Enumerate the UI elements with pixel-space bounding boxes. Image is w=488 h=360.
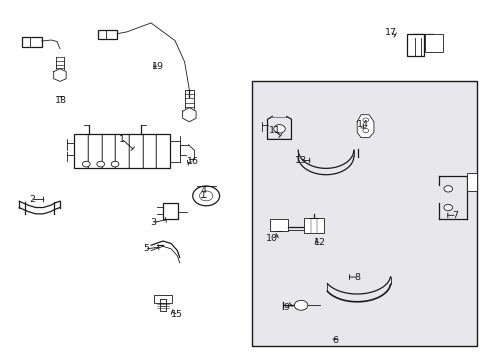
Text: 17: 17: [384, 28, 396, 37]
Bar: [74, 134, 170, 168]
Text: 1: 1: [119, 135, 125, 144]
Text: 13: 13: [294, 156, 306, 165]
Circle shape: [192, 186, 219, 206]
Text: 5: 5: [143, 244, 149, 253]
Circle shape: [294, 300, 307, 310]
Text: 7: 7: [451, 211, 458, 220]
Text: 8: 8: [353, 273, 360, 282]
Text: 15: 15: [171, 310, 183, 319]
Polygon shape: [54, 69, 66, 81]
Bar: [412, 33, 432, 49]
Circle shape: [273, 125, 285, 133]
Polygon shape: [356, 115, 373, 138]
Circle shape: [443, 204, 451, 211]
Text: 4: 4: [201, 186, 206, 195]
Bar: [154, 295, 171, 303]
Polygon shape: [183, 108, 196, 122]
Text: 14: 14: [357, 120, 368, 129]
Text: 6: 6: [332, 336, 338, 345]
Bar: [21, 37, 41, 47]
Bar: [251, 81, 476, 346]
Bar: [425, 33, 443, 52]
Bar: [467, 173, 476, 190]
Circle shape: [199, 191, 212, 201]
Circle shape: [97, 161, 104, 167]
Circle shape: [82, 161, 90, 167]
Text: 10: 10: [266, 234, 278, 243]
Text: 18: 18: [55, 96, 67, 105]
Circle shape: [362, 129, 368, 133]
Text: 16: 16: [186, 157, 198, 166]
Circle shape: [443, 186, 451, 192]
Text: 12: 12: [314, 238, 325, 247]
Bar: [270, 219, 287, 231]
Text: 11: 11: [268, 126, 280, 135]
Circle shape: [111, 161, 119, 167]
Bar: [98, 30, 117, 39]
Circle shape: [362, 118, 368, 122]
Bar: [304, 218, 323, 233]
Text: 3: 3: [150, 218, 156, 227]
Text: 9: 9: [283, 303, 289, 312]
Text: 2: 2: [30, 195, 36, 204]
Text: 19: 19: [152, 62, 164, 71]
Bar: [163, 203, 178, 219]
Bar: [407, 33, 423, 57]
